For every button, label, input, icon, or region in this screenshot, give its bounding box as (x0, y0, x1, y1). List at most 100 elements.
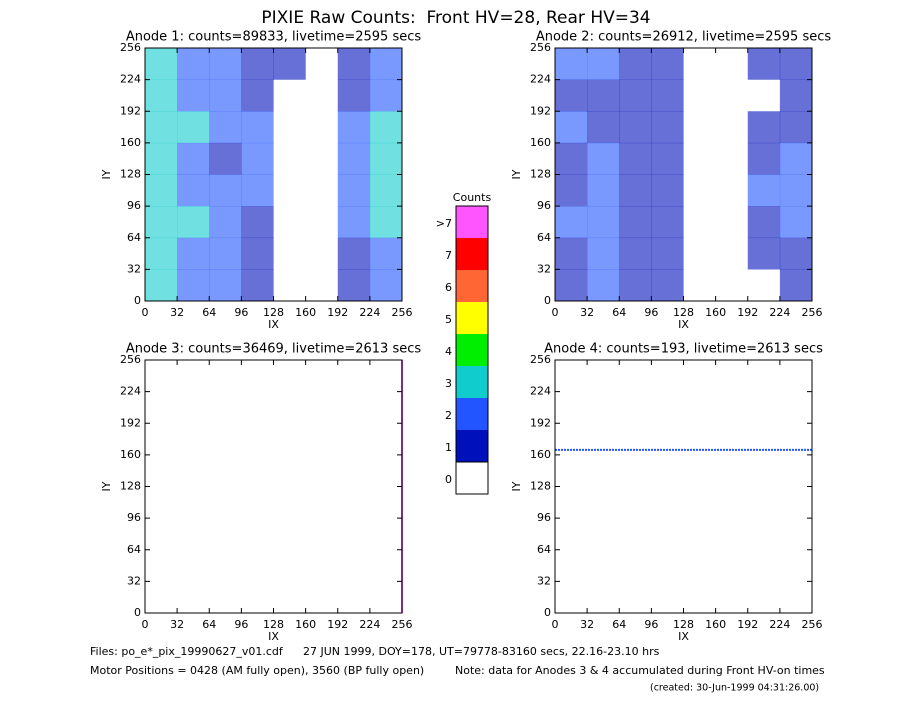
heat-cell (779, 48, 813, 80)
colorbar-label: 2 (445, 409, 452, 422)
heat-cell (241, 111, 274, 144)
y-tick-label: 256 (120, 353, 141, 366)
colorbar-label: 1 (445, 441, 452, 454)
y-tick-label: 160 (530, 136, 551, 149)
x-tick-label: 192 (327, 618, 348, 631)
x-tick-label: 96 (234, 306, 248, 319)
x-axis-label: IX (678, 318, 689, 331)
heat-cell (715, 269, 749, 302)
x-tick-label: 160 (705, 618, 726, 631)
y-tick-label: 96 (537, 511, 551, 524)
heat-cell (241, 48, 274, 80)
heat-cell (177, 237, 210, 270)
x-tick-label: 0 (552, 306, 559, 319)
x-tick-label: 128 (263, 306, 284, 319)
x-tick-label: 256 (392, 306, 413, 319)
x-tick-label: 128 (673, 306, 694, 319)
heat-cell (305, 237, 339, 270)
x-tick-label: 160 (295, 618, 316, 631)
colorbar-box (456, 238, 488, 270)
heat-cell (747, 206, 781, 239)
heat-cell (555, 111, 588, 144)
heat-cell (177, 111, 210, 144)
x-tick-label: 32 (580, 618, 594, 631)
heat-cell (747, 111, 781, 144)
heat-cell (145, 269, 178, 302)
heat-cell (587, 142, 620, 175)
heat-cell (273, 142, 306, 175)
heat-cell (337, 79, 371, 112)
colorbar-label: >7 (436, 217, 452, 230)
heat-cell (683, 142, 716, 175)
colorbar-frame (455, 205, 489, 495)
y-tick-label: 32 (537, 574, 551, 587)
heat-cell (555, 79, 588, 112)
panel-title: Anode 4: counts=193, livetime=2613 secs (544, 342, 823, 357)
y-tick-label: 96 (537, 199, 551, 212)
heat-cell (209, 142, 242, 175)
heat-cell (337, 174, 371, 207)
x-tick-label: 128 (673, 618, 694, 631)
footer-motor: Motor Positions = 0428 (AM fully open), … (90, 664, 424, 677)
heat-cell (273, 269, 306, 302)
heat-cell (209, 79, 242, 112)
heat-cell (177, 206, 210, 239)
heat-cell (337, 269, 371, 302)
y-tick-label: 256 (530, 41, 551, 54)
heat-cell (145, 111, 178, 144)
colorbar-label: 0 (445, 473, 452, 486)
heat-cell (555, 174, 588, 207)
x-tick-label: 64 (612, 618, 626, 631)
heat-cell (241, 269, 274, 302)
colorbar-label: 3 (445, 377, 452, 390)
heat-cell (683, 206, 716, 239)
heat-cell (305, 48, 339, 80)
heat-cell (619, 237, 652, 270)
heat-cell (779, 79, 813, 112)
heat-cell (555, 206, 588, 239)
colorbar-label: 4 (445, 345, 452, 358)
heat-cell (555, 237, 588, 270)
panel-title: Anode 2: counts=26912, livetime=2595 sec… (536, 30, 832, 45)
y-tick-label: 96 (127, 199, 141, 212)
y-tick-label: 192 (530, 416, 551, 429)
heat-cell (747, 269, 781, 302)
y-tick-label: 32 (127, 574, 141, 587)
y-tick-label: 224 (120, 385, 141, 398)
heat-cell (273, 48, 306, 80)
footer-files: Files: po_e*_pix_19990627_v01.cdf (90, 645, 284, 658)
heat-cell (337, 237, 371, 270)
heat-cell (209, 237, 242, 270)
heat-cell (619, 48, 652, 80)
heat-cell (209, 206, 242, 239)
heat-cell (241, 142, 274, 175)
heat-cell (369, 174, 403, 207)
y-axis-label: IY (100, 169, 113, 179)
heat-cell (369, 206, 403, 239)
heat-cell (747, 174, 781, 207)
y-tick-label: 128 (530, 168, 551, 181)
heat-cell (747, 79, 781, 112)
heat-cell (715, 111, 749, 144)
x-tick-label: 32 (170, 306, 184, 319)
heat-cell (369, 48, 403, 80)
heat-cell (587, 111, 620, 144)
plot-frame (554, 359, 813, 614)
colorbar-box (456, 206, 488, 238)
y-tick-label: 224 (120, 73, 141, 86)
heat-cell (587, 174, 620, 207)
heat-cell (651, 174, 684, 207)
heat-cell (241, 174, 274, 207)
heat-cell (337, 48, 371, 80)
heat-cell (619, 79, 652, 112)
colorbar-box (456, 270, 488, 302)
colorbar-label: 6 (445, 281, 452, 294)
x-tick-label: 64 (202, 618, 216, 631)
heat-cell (209, 174, 242, 207)
x-tick-label: 224 (359, 618, 380, 631)
x-tick-label: 160 (295, 306, 316, 319)
x-tick-label: 96 (644, 618, 658, 631)
heat-cell (587, 237, 620, 270)
heat-cell (177, 174, 210, 207)
heat-cell (779, 174, 813, 207)
